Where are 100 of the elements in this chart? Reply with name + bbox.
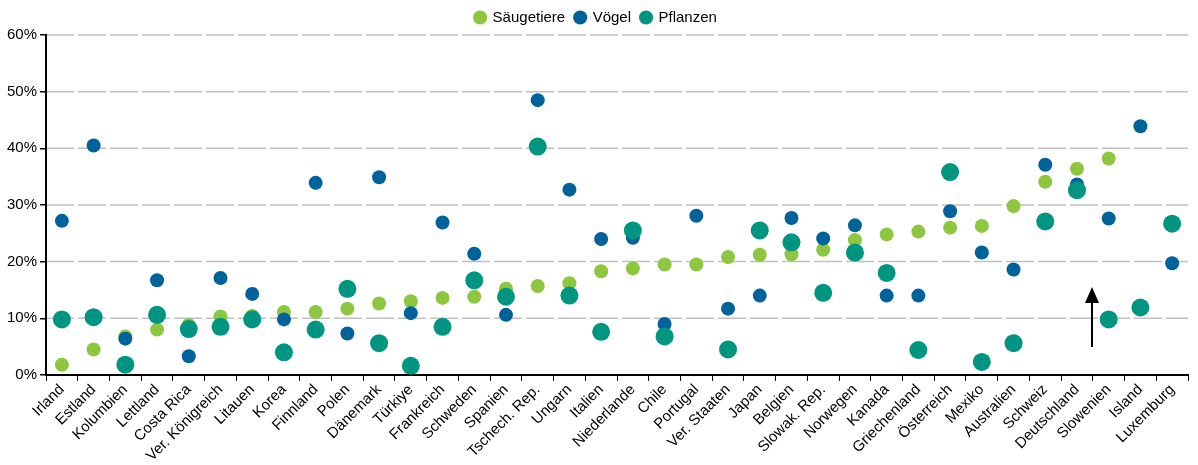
point: [340, 326, 355, 341]
point: [403, 306, 418, 321]
point: [689, 208, 704, 223]
point: [370, 334, 389, 353]
point: [941, 163, 960, 182]
point: [909, 341, 928, 359]
point: [784, 210, 799, 225]
point: [1101, 151, 1116, 166]
point: [148, 305, 167, 324]
point: [274, 343, 293, 362]
point: [972, 352, 991, 371]
point: [816, 242, 831, 257]
point: [467, 289, 482, 304]
point: [1038, 174, 1053, 189]
point: [150, 273, 165, 288]
point: [782, 233, 801, 252]
point: [308, 175, 323, 190]
point: [306, 320, 325, 339]
point: [530, 278, 545, 293]
point: [243, 310, 262, 329]
point: [530, 93, 545, 108]
point: [974, 245, 989, 260]
point: [974, 218, 989, 233]
point: [879, 288, 894, 303]
point: [213, 271, 228, 286]
point: [816, 231, 831, 246]
point: [594, 264, 609, 279]
point: [814, 283, 833, 302]
point: [276, 312, 291, 327]
point: [877, 263, 896, 282]
y-tick-label: 40%: [6, 138, 38, 156]
point: [1038, 157, 1053, 172]
point: [245, 286, 260, 301]
point: [657, 257, 672, 272]
point: [1099, 310, 1118, 329]
point: [1004, 334, 1023, 353]
point: [433, 317, 452, 336]
point: [847, 218, 862, 233]
point: [467, 246, 482, 261]
point: [179, 320, 198, 339]
point: [528, 137, 547, 156]
point: [594, 231, 609, 246]
point: [1067, 181, 1086, 200]
y-tick-label: 20%: [6, 251, 38, 269]
point: [435, 290, 450, 305]
point: [86, 138, 101, 153]
point: [721, 301, 736, 316]
point: [750, 221, 769, 240]
point: [338, 279, 357, 298]
legend-label: Pflanzen: [658, 7, 717, 25]
point: [54, 357, 69, 372]
point: [498, 307, 513, 322]
y-tick-label: 0%: [15, 365, 38, 383]
point: [496, 287, 515, 306]
point: [308, 305, 323, 320]
point: [372, 296, 387, 311]
point: [845, 243, 864, 262]
point: [1131, 298, 1150, 317]
point: [84, 308, 103, 327]
point: [721, 250, 736, 265]
point: [562, 182, 577, 197]
point: [211, 317, 230, 336]
point: [181, 349, 196, 364]
point: [372, 170, 387, 185]
point: [1036, 212, 1055, 231]
y-tick-label: 10%: [6, 308, 38, 326]
point: [689, 257, 704, 272]
point: [1165, 256, 1180, 271]
point: [340, 301, 355, 316]
point: [752, 288, 767, 303]
point: [719, 340, 738, 359]
point: [52, 310, 71, 329]
point: [54, 213, 69, 228]
point: [1006, 262, 1021, 277]
legend-label: Säugetiere: [492, 7, 566, 25]
point: [1069, 161, 1084, 176]
point: [1133, 119, 1148, 134]
point: [752, 247, 767, 262]
point: [465, 271, 484, 290]
point: [435, 215, 450, 230]
point: [1101, 211, 1116, 226]
point: [655, 327, 674, 346]
point: [623, 221, 642, 240]
y-tick-label: 60%: [6, 25, 38, 43]
point: [625, 261, 640, 276]
point: [911, 288, 926, 303]
point: [401, 356, 420, 375]
point: [1006, 199, 1021, 214]
point: [943, 220, 958, 235]
point: [403, 294, 418, 309]
legend-label: Vögel: [592, 7, 632, 25]
point: [86, 342, 101, 357]
point: [911, 224, 926, 239]
y-tick-label: 50%: [6, 81, 38, 99]
point: [560, 286, 579, 305]
point: [879, 227, 894, 242]
point: [150, 322, 165, 337]
point: [592, 322, 611, 341]
point: [943, 204, 958, 219]
point: [116, 355, 135, 374]
